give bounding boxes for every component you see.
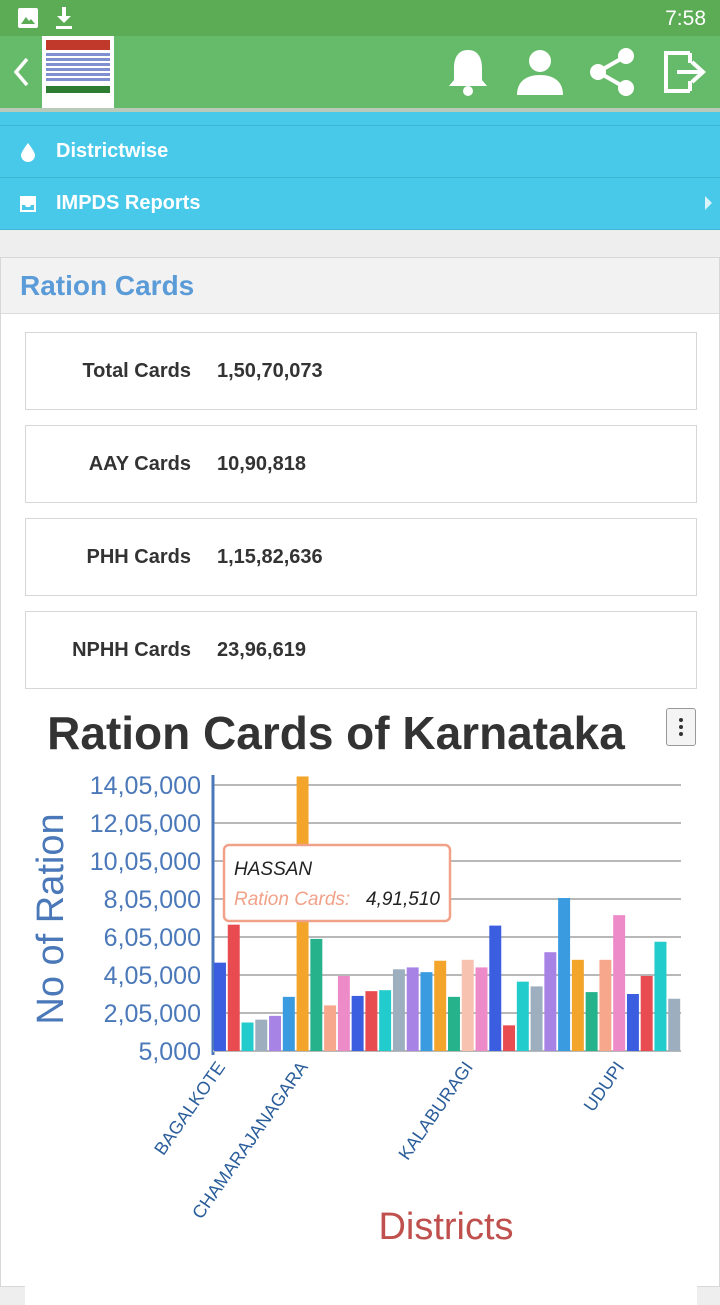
bar[interactable]: [461, 959, 474, 1051]
bar[interactable]: [626, 994, 639, 1051]
bar[interactable]: [365, 991, 378, 1051]
chart-x-axis-label: Districts: [378, 1206, 513, 1248]
bar[interactable]: [379, 990, 392, 1051]
chart-menu-button[interactable]: [666, 708, 696, 746]
y-tick-label: 10,05,000: [90, 848, 201, 876]
drop-icon: [0, 142, 56, 162]
bar[interactable]: [434, 960, 447, 1051]
bar[interactable]: [654, 941, 667, 1051]
y-tick-label: 2,05,000: [104, 1000, 201, 1028]
bar[interactable]: [516, 981, 529, 1051]
bar[interactable]: [503, 1025, 516, 1051]
back-button[interactable]: [4, 36, 38, 108]
status-time: 7:58: [665, 7, 706, 30]
bar[interactable]: [489, 925, 502, 1051]
app-bar-divider: [0, 108, 720, 112]
bar[interactable]: [282, 996, 295, 1051]
chart-y-axis-label: No of Ration: [30, 813, 72, 1024]
chart-tooltip: HASSAN Ration Cards: 4,91,510: [222, 843, 452, 923]
bar[interactable]: [640, 975, 653, 1051]
menu-item-label: IMPDS Reports: [56, 192, 201, 214]
bar[interactable]: [269, 1015, 282, 1051]
ration-chart: Ration Cards of Karnataka 5,000 2,05,000 4…: [25, 705, 697, 1305]
y-tick-label: 14,05,000: [90, 772, 201, 800]
panel-header: Ration Cards: [1, 258, 719, 314]
bar[interactable]: [613, 915, 626, 1051]
chart-svg: Ration Cards of Karnataka 5,000 2,05,000 4…: [30, 707, 681, 1248]
bar[interactable]: [214, 962, 226, 1051]
panel-title: Ration Cards: [20, 269, 195, 301]
image-icon: [18, 8, 38, 28]
app-logo: [42, 36, 114, 108]
share-button[interactable]: [582, 36, 642, 108]
tooltip-value: 4,91,510: [366, 889, 440, 910]
back-icon: [13, 57, 29, 87]
stat-label: AAY Cards: [88, 452, 191, 475]
y-tick-label: 6,05,000: [104, 924, 201, 952]
bar[interactable]: [475, 967, 488, 1051]
x-tick-label: UDUPI: [580, 1058, 629, 1115]
bar[interactable]: [558, 898, 571, 1051]
bar[interactable]: [392, 969, 405, 1051]
bar[interactable]: [530, 986, 543, 1051]
x-tick-label: KALABURAGI: [395, 1058, 477, 1164]
bar[interactable]: [337, 975, 350, 1051]
logout-button[interactable]: [654, 36, 716, 108]
chart-title: Ration Cards of Karnataka: [47, 707, 625, 759]
share-icon: [590, 48, 634, 96]
y-tick-label: 4,05,000: [104, 962, 201, 990]
bar[interactable]: [668, 998, 681, 1051]
bar[interactable]: [351, 995, 364, 1051]
notifications-button[interactable]: [438, 36, 498, 108]
status-bar: 7:58: [0, 0, 720, 36]
bell-icon: [449, 50, 487, 96]
menu-top-strip: [0, 112, 720, 126]
stat-card-total: Total Cards 1,50,70,073: [25, 332, 697, 410]
menu-item-districtwise[interactable]: Districtwise: [0, 126, 720, 178]
stat-card-aay: AAY Cards 10,90,818: [25, 425, 697, 503]
stat-label: PHH Cards: [86, 545, 191, 568]
menu-item-impds-reports[interactable]: IMPDS Reports: [0, 178, 720, 230]
bar[interactable]: [406, 967, 419, 1051]
bar[interactable]: [324, 1005, 337, 1051]
inbox-icon: [0, 194, 56, 214]
user-icon: [517, 50, 563, 95]
stat-card-nphh: NPHH Cards 23,96,619: [25, 611, 697, 689]
app-bar: [0, 36, 720, 108]
side-menu: Districtwise IMPDS Reports: [0, 112, 720, 230]
bar[interactable]: [310, 938, 323, 1051]
chevron-right-icon: [705, 196, 712, 210]
bar[interactable]: [255, 1019, 268, 1051]
stat-label: NPHH Cards: [72, 638, 191, 661]
bar[interactable]: [241, 1022, 254, 1052]
stat-value: 10,90,818: [217, 452, 306, 475]
x-tick-label: BAGALKOTE: [150, 1058, 229, 1159]
tooltip-district: HASSAN: [234, 859, 312, 880]
stat-card-phh: PHH Cards 1,15,82,636: [25, 518, 697, 596]
download-icon: [56, 7, 72, 29]
menu-item-label: Districtwise: [56, 140, 169, 162]
logout-icon: [664, 51, 706, 93]
stat-value: 23,96,619: [217, 638, 306, 661]
stat-value: 1,15,82,636: [217, 545, 323, 568]
bar[interactable]: [585, 992, 598, 1051]
bar[interactable]: [448, 996, 460, 1051]
y-tick-label: 8,05,000: [104, 886, 201, 914]
tooltip-series: Ration Cards:: [234, 889, 350, 910]
bar[interactable]: [599, 959, 612, 1051]
bar[interactable]: [571, 959, 584, 1051]
y-tick-label: 5,000: [138, 1038, 201, 1066]
bar[interactable]: [544, 952, 557, 1051]
bar[interactable]: [227, 924, 240, 1051]
bar[interactable]: [420, 972, 433, 1051]
stat-label: Total Cards: [82, 359, 191, 382]
stat-value: 1,50,70,073: [217, 359, 323, 382]
profile-button[interactable]: [510, 36, 570, 108]
ration-cards-panel: Ration Cards Total Cards 1,50,70,073 AAY…: [0, 257, 720, 1305]
y-tick-label: 12,05,000: [90, 810, 201, 838]
